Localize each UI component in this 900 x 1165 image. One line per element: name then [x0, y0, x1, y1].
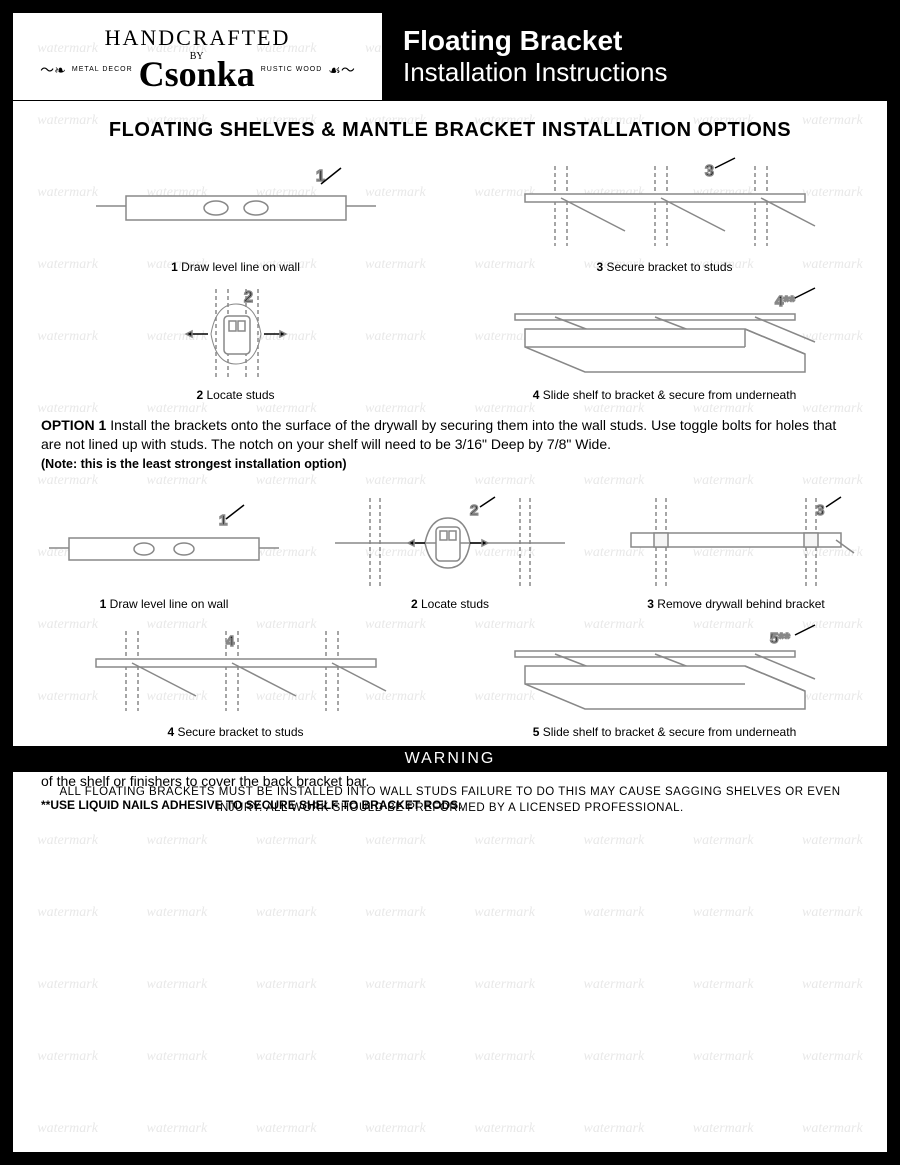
- svg-text:2: 2: [244, 289, 253, 306]
- caption-3: 3 Secure bracket to studs: [470, 260, 859, 274]
- stud-finder-diagram-icon: 2: [41, 284, 430, 384]
- logo-left-tag: METAL DECOR: [72, 66, 133, 73]
- diagram-cell-2: 2 2 Locate studs: [41, 284, 430, 402]
- logo-row: 〜❧ METAL DECOR BY Csonka RUSTIC WOOD ☙〜: [40, 51, 355, 87]
- logo-right-tag: RUSTIC WOOD: [261, 66, 323, 73]
- diagram-cell-o2-3: 3 3 Remove drywall behind bracket: [613, 493, 859, 611]
- option2-diagrams-row1: 1 1 Draw level line on wall: [41, 493, 859, 611]
- diagram-cell-3: 3 3 Secure bracket to studs: [470, 156, 859, 274]
- header: HANDCRAFTED 〜❧ METAL DECOR BY Csonka RUS…: [13, 13, 887, 101]
- svg-text:3: 3: [705, 163, 714, 180]
- shelf-slide-diagram-icon: 5**: [470, 621, 859, 721]
- svg-text:3: 3: [816, 502, 824, 519]
- level-diagram-icon: 1: [41, 156, 430, 256]
- diagram-cell-o2-2: 2 2 Locate studs: [327, 493, 573, 611]
- svg-text:1: 1: [219, 512, 227, 529]
- svg-text:4: 4: [226, 633, 235, 650]
- shelf-slide-diagram-icon: 4**: [470, 284, 859, 384]
- content: HANDCRAFTED 〜❧ METAL DECOR BY Csonka RUS…: [13, 13, 887, 824]
- caption-4: 4 Slide shelf to bracket & secure from u…: [470, 388, 859, 402]
- title-main: Floating Bracket: [403, 25, 887, 57]
- caption-o2-3: 3 Remove drywall behind bracket: [613, 597, 859, 611]
- option2-diagrams-row2: 4 4 Secure bracket to studs 5**: [41, 621, 859, 739]
- body: FLOATING SHELVES & MANTLE BRACKET INSTAL…: [13, 101, 887, 824]
- caption-o2-5: 5 Slide shelf to bracket & secure from u…: [470, 725, 859, 739]
- diagram-cell-o2-5: 5** 5 Slide shelf to bracket & secure fr…: [470, 621, 859, 739]
- remove-drywall-diagram-icon: 3: [613, 493, 859, 593]
- svg-text:4**: 4**: [775, 293, 795, 310]
- option1-text: OPTION 1 Install the brackets onto the s…: [41, 416, 859, 473]
- logo: HANDCRAFTED 〜❧ METAL DECOR BY Csonka RUS…: [13, 13, 383, 100]
- logo-script: Csonka: [139, 62, 255, 87]
- title-box: Floating Bracket Installation Instructio…: [383, 13, 887, 100]
- flourish-left-icon: 〜❧: [40, 60, 66, 80]
- level-diagram-icon: 1: [41, 493, 287, 593]
- diagram-cell-4: 4** 4 Slide shelf to bracket & secure fr…: [470, 284, 859, 402]
- caption-o2-1: 1 Draw level line on wall: [41, 597, 287, 611]
- logo-top-text: HANDCRAFTED: [105, 25, 291, 51]
- page: watermarkwatermarkwatermarkwatermarkwate…: [12, 12, 888, 1153]
- caption-o2-4: 4 Secure bracket to studs: [41, 725, 430, 739]
- caption-o2-2: 2 Locate studs: [327, 597, 573, 611]
- section-title: FLOATING SHELVES & MANTLE BRACKET INSTAL…: [41, 119, 859, 142]
- diagram-cell-1: 1 1 Draw level line on wall: [41, 156, 430, 274]
- diagram-cell-o2-4: 4 4 Secure bracket to studs: [41, 621, 430, 739]
- caption-2: 2 Locate studs: [41, 388, 430, 402]
- svg-text:5**: 5**: [770, 630, 790, 647]
- option1-diagrams: 1 1 Draw level line on wall: [41, 156, 859, 402]
- svg-text:2: 2: [470, 502, 478, 519]
- diagram-cell-o2-1: 1 1 Draw level line on wall: [41, 493, 287, 611]
- warning-bar: WARNING: [13, 746, 887, 772]
- secure-bracket-diagram-icon: 4: [41, 621, 430, 721]
- bracket-studs-diagram-icon: 3: [470, 156, 859, 256]
- caption-1: 1 Draw level line on wall: [41, 260, 430, 274]
- stud-finder-diagram-icon: 2: [327, 493, 573, 593]
- warning-text: ALL FLOATING BRACKETS MUST BE INSTALLED …: [13, 785, 887, 816]
- title-sub: Installation Instructions: [403, 57, 887, 88]
- flourish-right-icon: ☙〜: [328, 60, 355, 80]
